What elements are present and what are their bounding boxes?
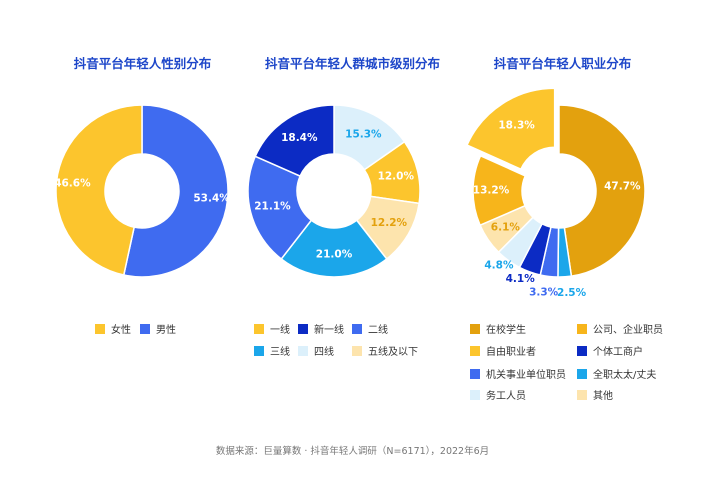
legend-swatch — [95, 323, 105, 334]
legend-swatch — [254, 323, 264, 334]
slice-value-label: 2.5% — [557, 287, 587, 299]
slice-value-label: 12.0% — [378, 170, 415, 182]
legend-item-tier2: 二线 — [352, 321, 388, 336]
legend-item-new-tier1: 新一线 — [298, 321, 344, 336]
legend-swatch — [470, 345, 480, 356]
legend-item-freelancers: 自由职业者 — [470, 343, 536, 358]
legend-label: 三线 — [270, 347, 290, 358]
legend-item-tier1: 一线 — [254, 321, 290, 336]
slice-value-label: 12.2% — [371, 217, 408, 229]
occupation-chart-title: 抖音平台年轻人职业分布 — [493, 56, 632, 71]
gender-chart-title: 抖音平台年轻人性别分布 — [73, 56, 212, 71]
legend-label: 个体工商户 — [593, 347, 643, 358]
legend-item-company-staff: 公司、企业职员 — [577, 321, 663, 336]
legend-label: 机关事业单位职员 — [486, 370, 566, 381]
donut-slice — [55, 104, 143, 276]
slice-value-label: 47.7% — [604, 180, 641, 192]
legend-item-tier4: 四线 — [298, 343, 334, 358]
legend-label: 一线 — [270, 325, 290, 336]
donut-slice — [472, 154, 527, 227]
legend-item-students: 在校学生 — [470, 321, 526, 336]
donut-slice — [247, 155, 313, 261]
legend-label: 公司、企业职员 — [593, 325, 663, 336]
legend-label: 在校学生 — [486, 325, 526, 336]
donut-slice — [466, 87, 556, 171]
donut-slice — [280, 219, 388, 278]
legend-swatch — [352, 323, 362, 334]
legend-swatch — [140, 323, 150, 334]
slice-value-label: 15.3% — [345, 129, 382, 141]
gender-donut-chart: 53.4% 46.6% — [54, 104, 230, 278]
occupation-donut-chart: 47.7% 2.5%3.3%4.1% 4.8% 6.1% 13.2% 18.3% — [466, 87, 646, 299]
legend-item-tier3: 三线 — [254, 343, 290, 358]
legend-swatch — [470, 323, 480, 334]
legend-label: 二线 — [368, 325, 388, 336]
slice-value-label: 18.4% — [281, 132, 318, 144]
donut-slice — [122, 104, 229, 278]
legend-label: 其他 — [593, 391, 613, 402]
legend-swatch — [352, 345, 362, 356]
slice-value-label: 53.4% — [193, 192, 230, 204]
slice-value-label: 4.1% — [506, 273, 536, 285]
slice-value-label: 13.2% — [473, 185, 510, 197]
legend-swatch — [577, 323, 587, 334]
slice-value-label: 6.1% — [491, 222, 521, 234]
legend-item-homemakers: 全职太太/丈夫 — [577, 366, 656, 381]
legend-swatch — [254, 345, 264, 356]
legend-item-public-sector: 机关事业单位职员 — [470, 366, 566, 381]
legend-swatch — [298, 323, 308, 334]
legend-item-female: 女性 — [95, 321, 131, 336]
legend-swatch — [470, 389, 480, 400]
legend-label: 五线及以下 — [368, 347, 418, 358]
donut-slice — [558, 104, 646, 277]
legend-swatch — [470, 368, 480, 379]
legend-label: 女性 — [111, 325, 131, 336]
legend-swatch — [577, 368, 587, 379]
slice-value-label: 3.3% — [529, 286, 559, 298]
legend-swatch — [577, 345, 587, 356]
legend-item-male: 男性 — [140, 321, 176, 336]
slice-value-label: 18.3% — [498, 120, 535, 132]
legend-swatch — [577, 389, 587, 400]
legend-item-other: 其他 — [577, 387, 613, 402]
legend-label: 四线 — [314, 347, 334, 358]
legend-item-self-employed: 个体工商户 — [577, 343, 643, 358]
city-tier-chart-title: 抖音平台年轻人群城市级别分布 — [264, 56, 440, 71]
data-source-footnote: 数据来源：巨量算数 · 抖音年轻人调研（N=6171），2022年6月 — [215, 446, 490, 457]
legend-item-tier5-below: 五线及以下 — [352, 343, 418, 358]
slice-value-label: 4.8% — [484, 259, 514, 271]
legend-label: 新一线 — [314, 325, 344, 336]
slice-value-label: 21.1% — [254, 201, 291, 213]
donut-slice — [254, 104, 335, 178]
legend-swatch — [298, 345, 308, 356]
legend-item-migrant-workers: 务工人员 — [470, 387, 526, 402]
slice-value-label: 46.6% — [54, 178, 91, 190]
legend-label: 全职太太/丈夫 — [593, 370, 657, 381]
slice-value-label: 21.0% — [316, 249, 353, 261]
legend-label: 自由职业者 — [486, 347, 536, 358]
legend-label: 务工人员 — [486, 391, 526, 402]
city-tier-donut-chart: 15.3% 12.0% 12.2% 21.0% 21.1% 18.4% — [247, 104, 421, 278]
legend-label: 男性 — [156, 325, 176, 336]
